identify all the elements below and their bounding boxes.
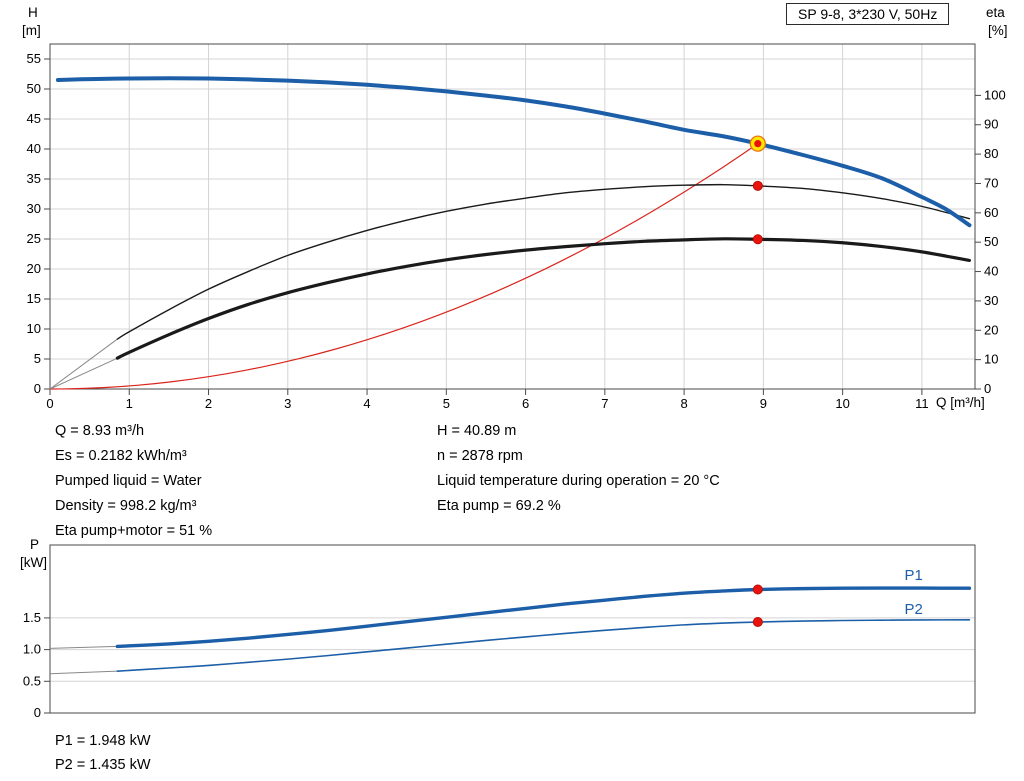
h-axis-unit-label: [m] (22, 23, 41, 38)
info-line-q: Q = 8.93 m³/h (55, 423, 145, 439)
power-chart: 0 0.5 1.0 1.5 P1 P2 (23, 544, 976, 720)
left-tick-label: 45 (27, 111, 41, 126)
hq-eta-chart: 0510152025303540455055010203040506070809… (27, 43, 1006, 411)
p2-point (752, 617, 763, 628)
left-tick-label: 55 (27, 51, 41, 66)
duty-info-right: H = 40.89 m n = 2878 rpm Liquid temperat… (437, 419, 720, 519)
left-tick-label: 50 (27, 81, 41, 96)
plot-frame (49, 544, 976, 714)
p1-point (752, 584, 763, 595)
right-tick-label: 100 (984, 87, 1006, 102)
eta-pump-motor-lead-line (49, 357, 118, 390)
x-tick-label: 4 (363, 396, 370, 411)
left-tick-label: 10 (27, 321, 41, 336)
left-tick-label: 1.5 (23, 610, 41, 625)
right-tick-label: 10 (984, 352, 998, 367)
right-tick-label: 40 (984, 264, 998, 279)
h-axis-label: H (28, 5, 38, 20)
right-tick-label: 80 (984, 146, 998, 161)
info-line-es: Es = 0.2182 kWh/m³ (55, 448, 187, 464)
left-tick-label: 20 (27, 261, 41, 276)
eta-pump-curve (116, 183, 971, 340)
x-tick-label: 2 (205, 396, 212, 411)
left-tick-label: 30 (27, 201, 41, 216)
x-tick-label: 5 (443, 396, 450, 411)
right-tick-label: 50 (984, 234, 998, 249)
eta-axis-label: eta (986, 5, 1005, 20)
P2-curve (116, 619, 971, 672)
left-tick-label: 1.0 (23, 642, 41, 657)
P1-curve (115, 586, 972, 649)
pump-curve-curve (55, 76, 972, 228)
plot-frame (49, 43, 976, 390)
info-line-eta-pm: Eta pump+motor = 51 % (55, 523, 213, 539)
x-tick-label: 0 (46, 396, 53, 411)
left-tick-label: 0 (34, 381, 41, 396)
eta-pump-lead-line (49, 338, 118, 390)
q-axis-label: Q [m³/h] (936, 395, 985, 410)
left-tick-label: 0 (34, 705, 41, 720)
p-axis-unit-label: [kW] (20, 555, 47, 570)
info-line-density: Density = 998.2 kg/m³ (55, 498, 197, 514)
x-tick-label: 10 (835, 396, 849, 411)
left-tick-label: 40 (27, 141, 41, 156)
info-line-p1: P1 = 1.948 kW (55, 733, 151, 749)
eta-pump-point (752, 180, 763, 191)
duty-info-left: Q = 8.93 m³/h Es = 0.2182 kWh/m³ Pumped … (55, 419, 212, 544)
right-tick-label: 90 (984, 117, 998, 132)
eta-axis-unit-label: [%] (988, 23, 1008, 38)
P1-lead-line (49, 645, 118, 649)
x-tick-label: 9 (760, 396, 767, 411)
right-tick-label: 60 (984, 205, 998, 220)
eta-pump-motor-curve (115, 237, 972, 360)
curve-label-P1: P1 (904, 567, 922, 584)
left-tick-label: 25 (27, 231, 41, 246)
system-curve-curve (49, 143, 759, 390)
power-info: P1 = 1.948 kW P2 = 1.435 kW (55, 729, 151, 777)
x-tick-label: 7 (601, 396, 608, 411)
left-tick-label: 15 (27, 291, 41, 306)
left-tick-label: 35 (27, 171, 41, 186)
right-tick-label: 20 (984, 322, 998, 337)
info-line-p2: P2 = 1.435 kW (55, 757, 151, 773)
info-line-eta-pump: Eta pump = 69.2 % (437, 498, 561, 514)
duty-point-center (754, 140, 762, 148)
right-tick-label: 70 (984, 175, 998, 190)
info-line-h: H = 40.89 m (437, 423, 517, 439)
x-tick-label: 11 (915, 396, 929, 411)
p-axis-label: P (30, 537, 40, 552)
x-tick-label: 3 (284, 396, 291, 411)
x-tick-label: 8 (680, 396, 687, 411)
P2-lead-line (49, 670, 118, 675)
right-tick-label: 0 (984, 381, 991, 396)
info-line-temp: Liquid temperature during operation = 20… (437, 473, 720, 489)
x-tick-label: 6 (522, 396, 529, 411)
left-tick-label: 0.5 (23, 673, 41, 688)
pump-title-box: SP 9-8, 3*230 V, 50Hz (786, 3, 950, 25)
curve-label-P2: P2 (904, 601, 922, 618)
eta-pump-motor-point (752, 234, 763, 245)
info-line-n: n = 2878 rpm (437, 448, 523, 464)
x-tick-label: 1 (126, 396, 133, 411)
info-line-liquid: Pumped liquid = Water (55, 473, 202, 489)
left-tick-label: 5 (34, 351, 41, 366)
right-tick-label: 30 (984, 293, 998, 308)
